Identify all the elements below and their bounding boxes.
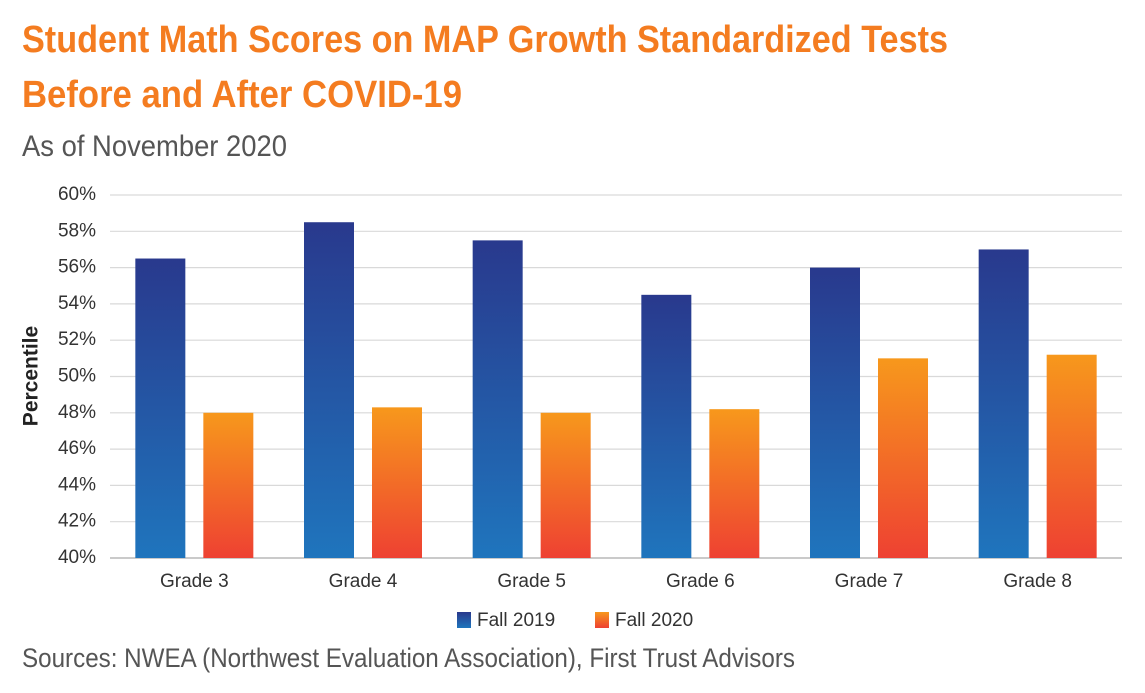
legend-label: Fall 2019 — [477, 610, 555, 631]
chart-subtitle: As of November 2020 — [22, 130, 287, 163]
bar — [641, 294, 692, 558]
y-tick-label: 52% — [58, 329, 96, 350]
source-note: Sources: NWEA (Northwest Evaluation Asso… — [22, 643, 795, 673]
y-tick-label: 44% — [58, 474, 96, 495]
y-axis-label: Percentile — [20, 326, 43, 426]
x-tick-label: Grade 4 — [329, 571, 398, 592]
legend-label: Fall 2020 — [615, 610, 693, 631]
y-tick-label: 54% — [58, 293, 96, 314]
bar — [1046, 354, 1097, 558]
chart-title: Before and After COVID-19 — [22, 74, 462, 116]
bar — [203, 412, 254, 558]
x-tick-label: Grade 5 — [497, 571, 566, 592]
x-tick-label: Grade 6 — [666, 571, 735, 592]
y-tick-label: 58% — [58, 220, 96, 241]
legend-swatch — [457, 612, 471, 628]
y-tick-label: 50% — [58, 366, 96, 387]
bar — [135, 258, 186, 558]
bar — [709, 409, 760, 558]
bar — [878, 358, 928, 558]
y-tick-label: 48% — [58, 402, 96, 423]
bar — [372, 407, 422, 558]
y-tick-label: 60% — [58, 184, 96, 205]
y-tick-label: 46% — [58, 438, 96, 459]
chart-title: Student Math Scores on MAP Growth Standa… — [22, 19, 948, 61]
y-tick-label: 40% — [58, 547, 96, 568]
y-tick-label: 56% — [58, 257, 96, 278]
bar — [540, 412, 591, 558]
y-tick-label: 42% — [58, 511, 96, 532]
x-tick-label: Grade 7 — [835, 571, 904, 592]
x-tick-label: Grade 3 — [160, 571, 229, 592]
bar — [978, 249, 1029, 558]
x-tick-label: Grade 8 — [1003, 571, 1072, 592]
bar — [810, 267, 860, 558]
bar — [472, 240, 523, 558]
legend-swatch — [595, 612, 609, 628]
bar — [304, 222, 354, 558]
